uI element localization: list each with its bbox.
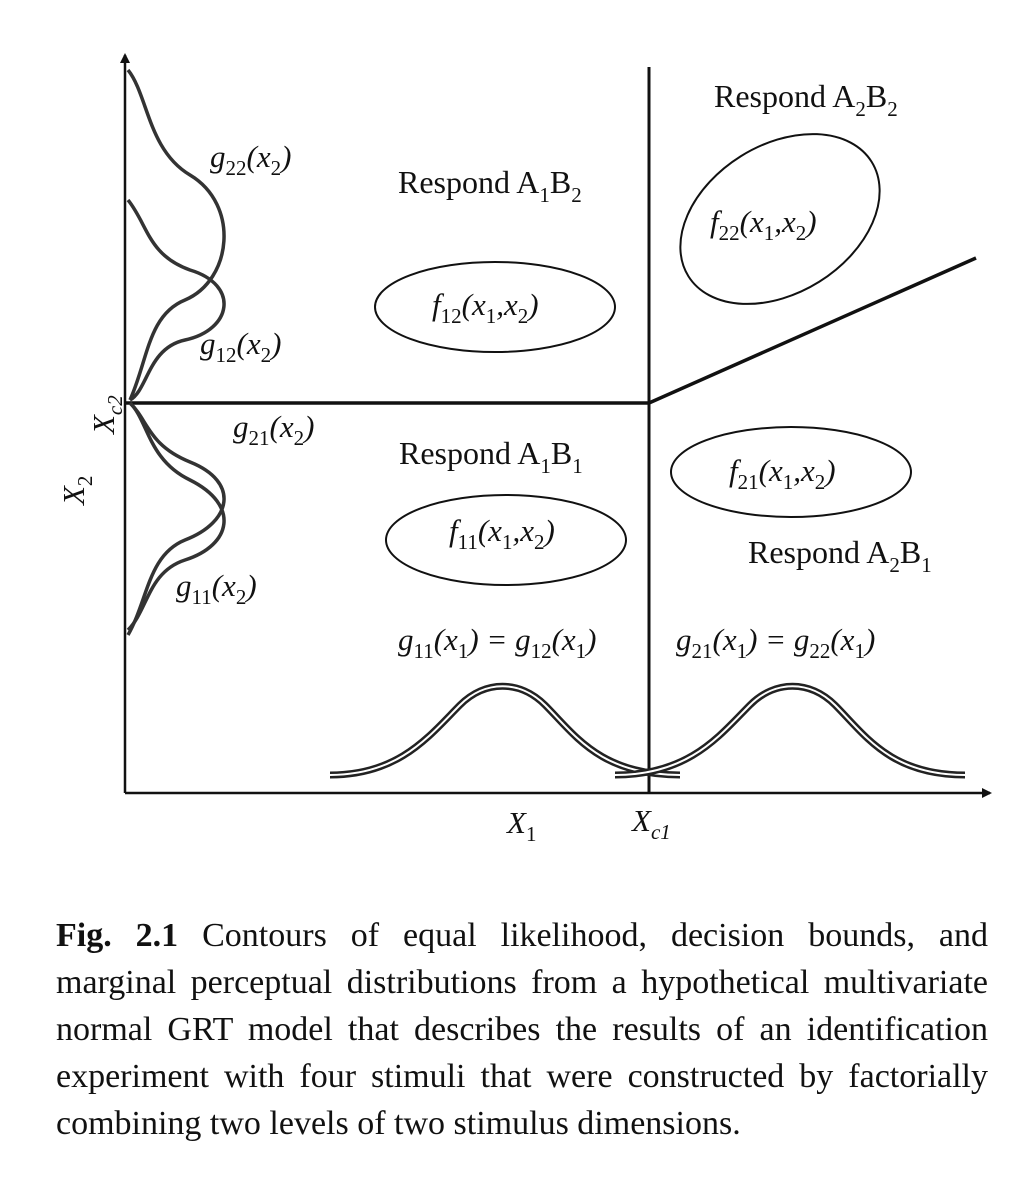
- marginal-label-x1-left: g11(x1) = g12(x1): [398, 622, 597, 663]
- joint-label-f22: f22(x1,x2): [710, 204, 817, 245]
- region-label-a1b1: Respond A1B1: [399, 435, 583, 478]
- marginal-label-g12: g12(x2): [200, 326, 281, 367]
- joint-label-f21: f21(x1,x2): [729, 453, 836, 494]
- figure-caption: Fig. 2.1 Contours of equal likelihood, d…: [56, 912, 988, 1147]
- region-label-a2b2: Respond A2B2: [714, 78, 898, 121]
- marginal-label-x1-right: g21(x1) = g22(x1): [676, 622, 875, 663]
- marginal-label-g22: g22(x2): [210, 139, 291, 180]
- decision-bound-diagonal: [648, 256, 977, 405]
- axis-label-x2: X2: [56, 476, 97, 507]
- marginal-label-g21: g21(x2): [233, 409, 314, 450]
- marginal-curve-g11: [126, 401, 226, 632]
- marginal-label-g11: g11(x2): [176, 568, 257, 609]
- axis-label-xc1: Xc1: [630, 803, 671, 844]
- joint-label-f12: f12(x1,x2): [432, 287, 539, 328]
- region-label-a2b1: Respond A2B1: [748, 534, 932, 577]
- caption-text: Contours of equal likelihood, decision b…: [56, 917, 988, 1142]
- contour-f21: [670, 426, 912, 518]
- axis-label-x1: X1: [505, 805, 536, 846]
- contour-f12: [374, 261, 616, 353]
- contour-f22: [679, 133, 881, 305]
- axis-label-xc2: Xc2: [86, 395, 127, 436]
- marginal-curve-x1-left: [329, 682, 681, 779]
- caption-label: Fig. 2.1: [56, 917, 179, 954]
- joint-label-f11: f11(x1,x2): [449, 513, 555, 554]
- marginal-curve-g22: [126, 68, 226, 401]
- region-label-a1b2: Respond A1B2: [398, 164, 582, 207]
- contour-f11: [385, 494, 627, 586]
- marginal-curve-g12: [126, 198, 226, 402]
- grt-figure: Respond A2B2 Respond A1B2 Respond A1B1 R…: [56, 53, 992, 846]
- marginal-curve-x1-right: [614, 682, 966, 779]
